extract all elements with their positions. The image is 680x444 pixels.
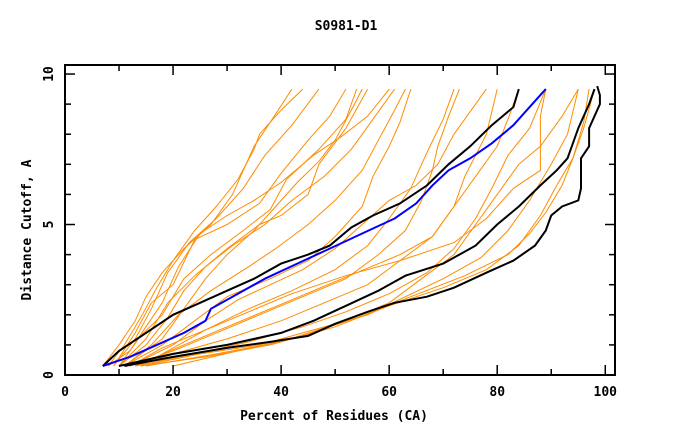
series-line-orange-22 [124,88,363,367]
series-line-orange-7 [124,88,406,367]
y-tick-label: 0 [42,371,57,379]
y-tick-label: 10 [42,66,57,82]
series-line-orange-6 [118,88,369,367]
y-tick-label: 5 [42,221,57,229]
series-line-black-middle [118,88,596,367]
series-line-orange-10 [129,88,460,367]
series-line-orange-13 [140,88,579,367]
series-line-black-upper [102,88,520,367]
series-line-orange-2 [107,88,304,367]
x-tick-label: 40 [273,385,289,400]
plot-frame [64,64,616,376]
series-line-orange-16 [107,88,390,367]
x-tick-label: 60 [381,385,397,400]
series-line-orange-5 [118,88,358,367]
axes-layer: 0 20 40 60 80 100 0 5 10 [42,64,618,400]
series-line-orange-12 [135,88,547,367]
series-line-orange-4 [113,88,347,367]
series-line-orange-21 [140,89,547,367]
series-line-orange-11 [135,88,520,367]
x-tick-label: 0 [61,385,69,400]
x-tick-label: 100 [594,385,618,400]
series-line-orange-17 [129,88,487,367]
y-axis-label: Distance Cutoff, A [20,159,35,300]
series-line-orange-8 [124,88,412,367]
series-line-orange-18 [135,88,498,367]
chart-title: S0981-D1 [315,19,378,34]
series-line-orange-9 [129,88,455,367]
series-line-orange-15 [145,88,579,367]
series-line-black-lower [124,85,601,367]
x-tick-label: 20 [165,385,181,400]
series-layer [102,85,601,367]
series-line-orange-3 [113,88,320,367]
x-tick-label: 80 [489,385,505,400]
series-line-blue-model [102,88,547,367]
x-axis-label: Percent of Residues (CA) [240,409,428,424]
